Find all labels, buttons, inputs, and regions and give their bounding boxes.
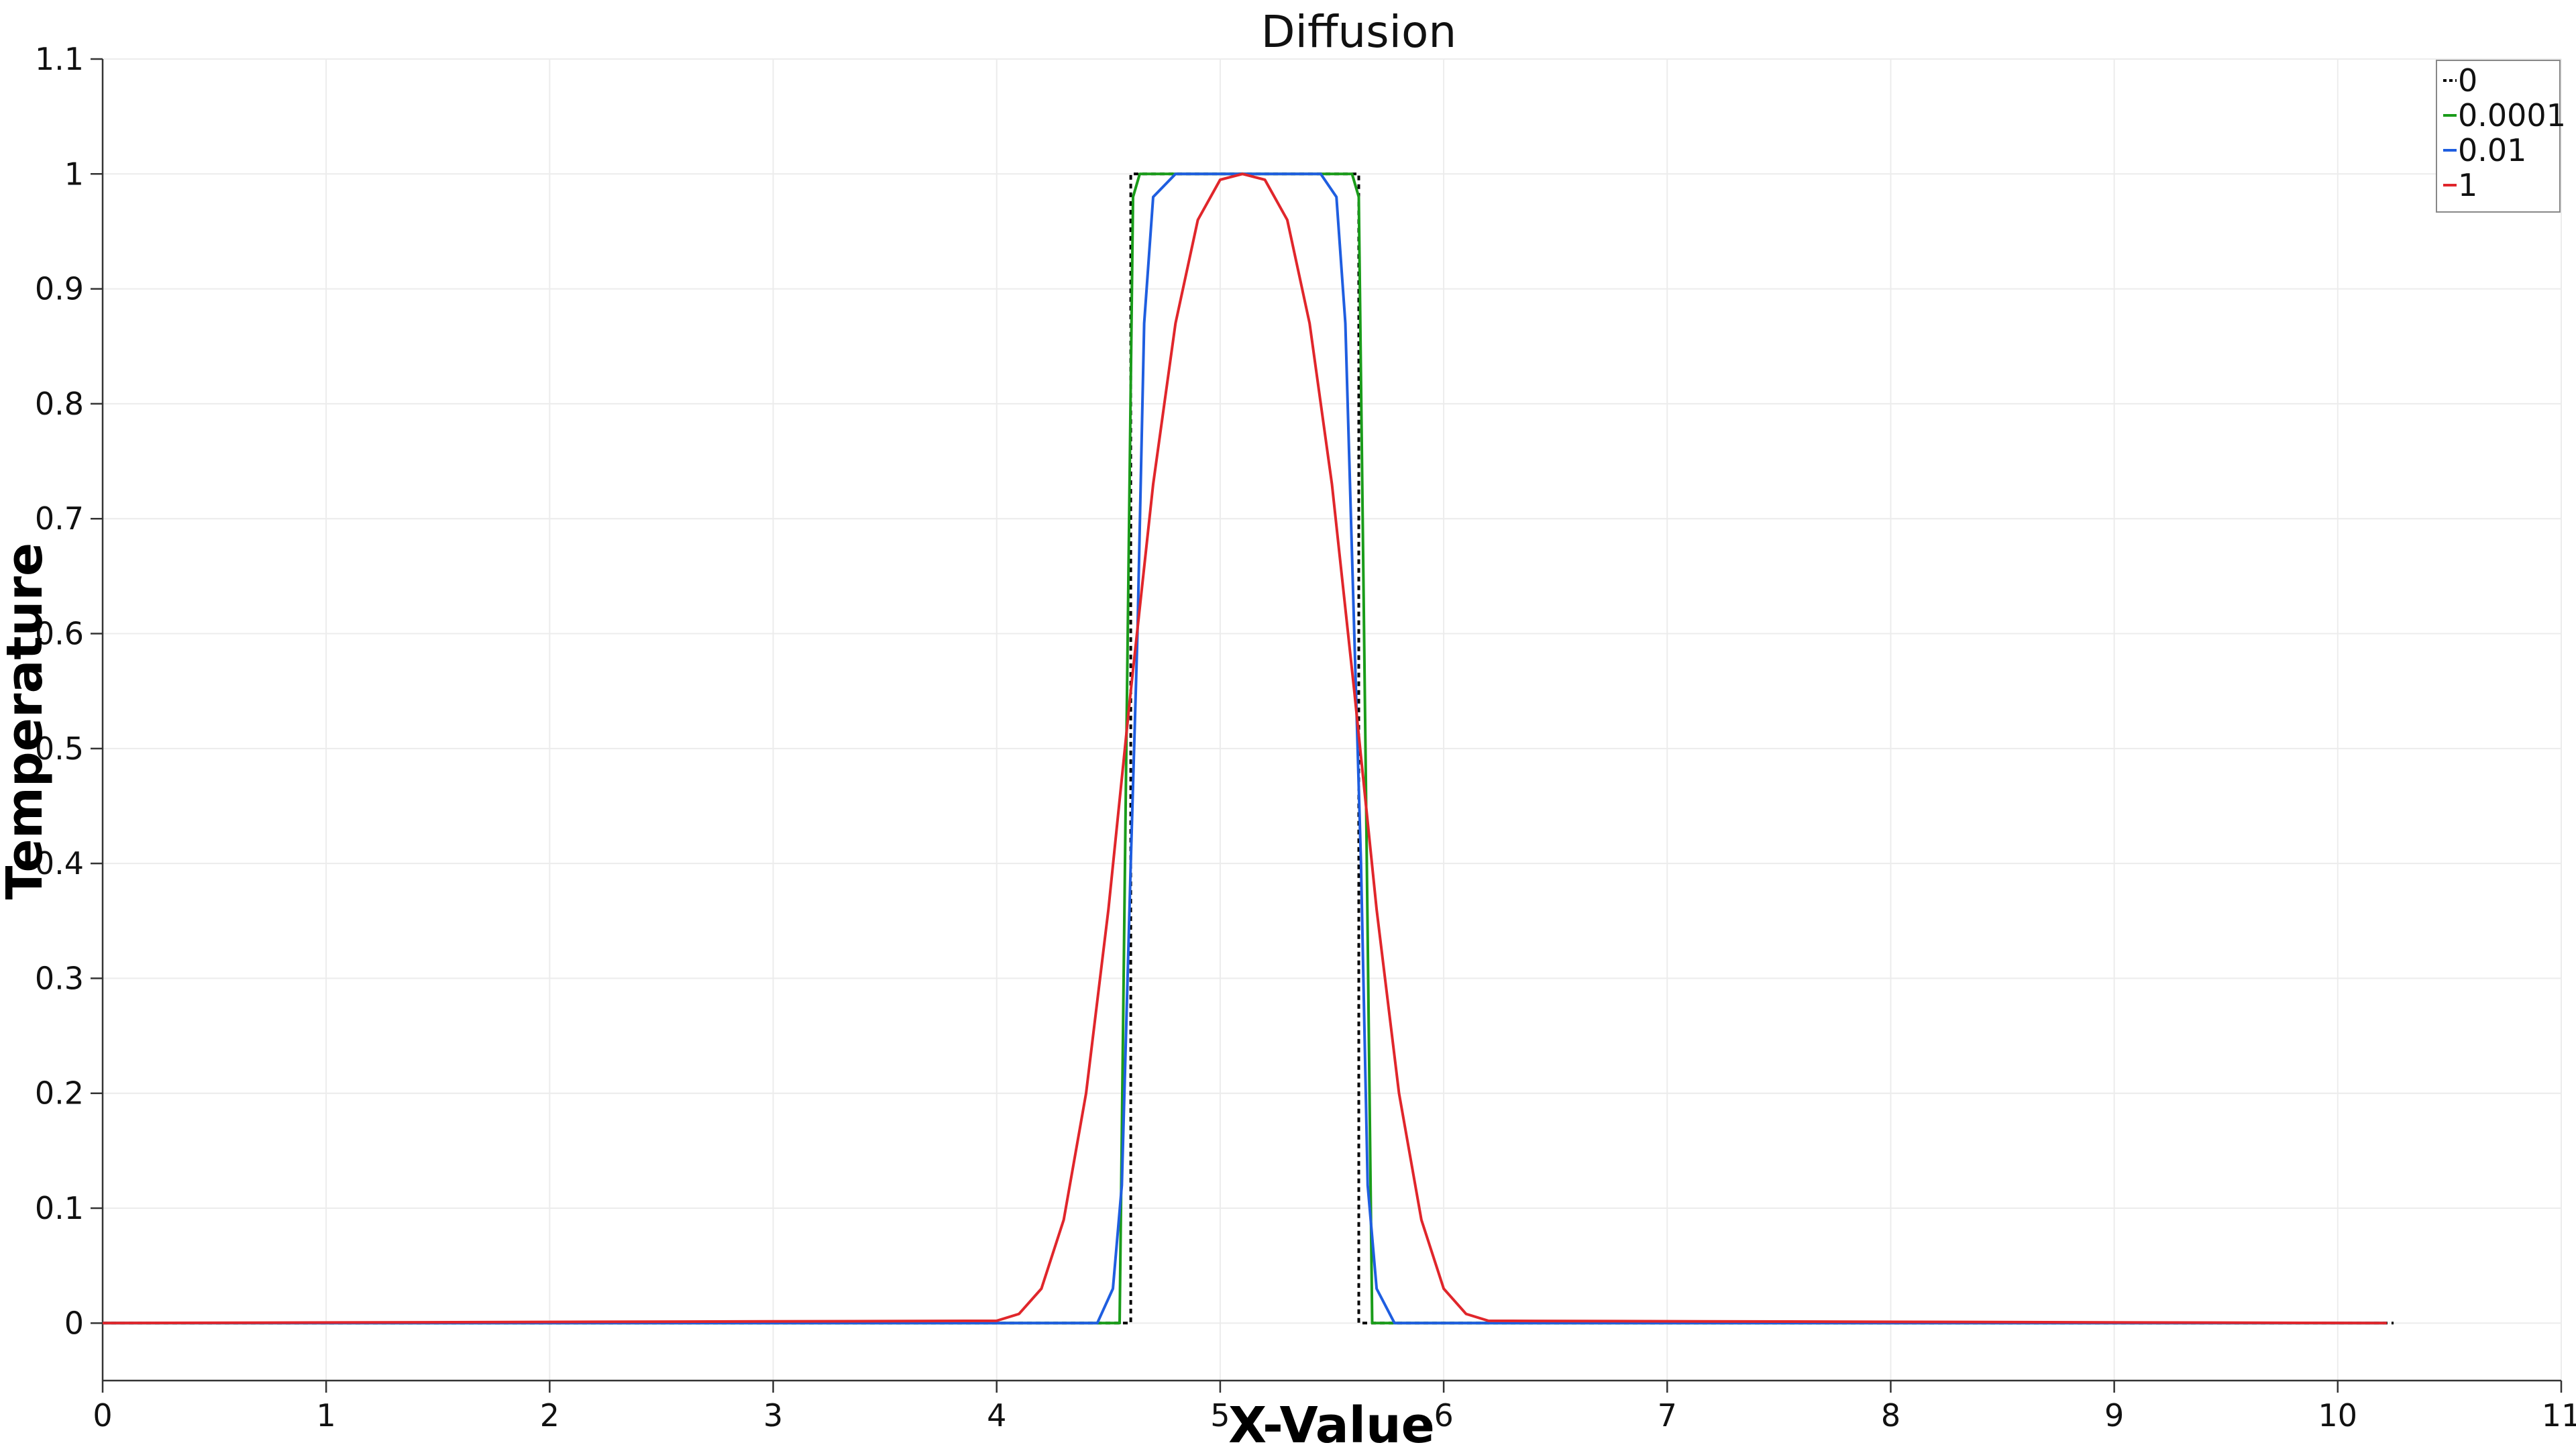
- y-tick-label: 0.9: [35, 271, 84, 307]
- y-tick-label: 0.8: [35, 386, 84, 422]
- y-tick-label: 0.1: [35, 1190, 84, 1226]
- y-tick-label: 1: [64, 156, 84, 192]
- y-tick-label: 0.3: [35, 960, 84, 996]
- x-tick-label: 9: [2104, 1397, 2124, 1434]
- legend-label: 0: [2458, 62, 2477, 99]
- tick-layer: 0 1 2 3 4 5 6 7 8 9 10 1100.10.20.30.40.50.60.70.80…: [35, 41, 2576, 1434]
- x-tick-label: 6: [1434, 1397, 1453, 1434]
- legend-label: 1: [2458, 167, 2477, 203]
- y-tick-label: 0.2: [35, 1075, 84, 1112]
- y-tick-label: 0: [64, 1305, 84, 1341]
- x-tick-label: 7: [1658, 1397, 1677, 1434]
- x-tick-label: 0: [93, 1397, 112, 1434]
- series-layer: [102, 172, 2394, 1325]
- y-tick-label: 0.7: [35, 500, 84, 537]
- x-tick-label: 8: [1881, 1397, 1900, 1434]
- x-tick-label: 11: [2542, 1397, 2576, 1434]
- axis-layer: [101, 59, 2561, 1382]
- legend-label: 0.0001: [2458, 97, 2566, 133]
- chart-title: Diffusion: [1261, 6, 1456, 58]
- y-tick-label: 1.1: [35, 41, 84, 77]
- legend-label: 0.01: [2458, 132, 2526, 168]
- x-tick-label: 5: [1210, 1397, 1230, 1434]
- grid-layer: [102, 58, 2562, 1381]
- series-line-0-01: [103, 172, 2387, 1325]
- y-tick-label: 0.4: [35, 845, 84, 881]
- y-tick-label: 0.6: [35, 616, 84, 652]
- x-tick-label: 2: [540, 1397, 559, 1434]
- x-tick-label: 4: [987, 1397, 1006, 1434]
- series-line-1: [102, 172, 2387, 1325]
- y-tick-label: 0.5: [35, 731, 84, 767]
- y-axis-label: Temperature: [0, 543, 54, 900]
- legend-box: [2436, 60, 2561, 213]
- x-axis-label: X-Value: [1228, 1397, 1435, 1449]
- x-tick-label: 1: [317, 1397, 336, 1434]
- x-tick-label: 10: [2318, 1397, 2358, 1434]
- x-tick-label: 3: [763, 1397, 783, 1434]
